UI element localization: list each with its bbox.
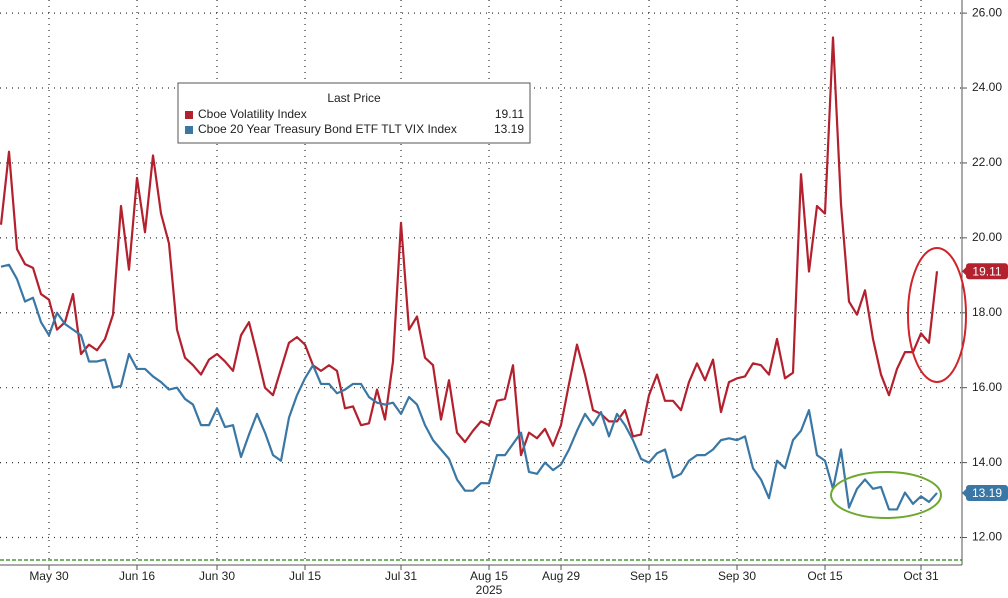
- x-tick-label: Aug 15: [470, 569, 508, 583]
- x-tick-label: Jul 31: [385, 569, 417, 583]
- last-price-label: 19.11: [972, 264, 1001, 278]
- legend-label: Cboe Volatility Index: [198, 107, 307, 121]
- last-price-tag: [966, 263, 1008, 280]
- legend-value: 13.19: [494, 122, 524, 136]
- x-tick-label: May 30: [29, 569, 69, 583]
- series-line: [0, 36, 939, 457]
- x-axis-label: 2025: [476, 583, 503, 597]
- legend-swatch: [185, 111, 193, 119]
- annotation-circle: [907, 247, 967, 383]
- last-price-tag: [966, 484, 1008, 501]
- x-tick-label: Oct 31: [903, 569, 939, 583]
- y-tick-label: 14.00: [972, 455, 1002, 469]
- x-tick-label: Aug 29: [542, 569, 580, 583]
- annotation-circle: [830, 471, 942, 519]
- legend-label: Cboe 20 Year Treasury Bond ETF TLT VIX I…: [198, 122, 457, 136]
- x-tick-label: Jun 16: [119, 569, 155, 583]
- last-price-label: 13.19: [972, 486, 1002, 500]
- y-tick-label: 20.00: [972, 230, 1002, 244]
- y-tick-label: 18.00: [972, 305, 1002, 319]
- y-tick-label: 26.00: [972, 5, 1002, 19]
- y-tick-label: 12.00: [972, 530, 1002, 544]
- x-tick-label: Oct 15: [807, 569, 843, 583]
- last-price-pointer: [962, 266, 967, 277]
- legend: Last Price Cboe Volatility Index 19.11 C…: [177, 82, 531, 144]
- legend-title: Last Price: [327, 91, 381, 105]
- last-price-pointer: [962, 487, 967, 498]
- series-line: [0, 263, 938, 511]
- line-layer: [0, 36, 939, 511]
- x-tick-label: Jul 15: [289, 569, 321, 583]
- x-tick-label: Jun 30: [199, 569, 235, 583]
- legend-box: [177, 82, 531, 144]
- y-tick-label: 22.00: [972, 155, 1002, 169]
- legend-swatch: [185, 126, 193, 134]
- y-tick-label: 24.00: [972, 80, 1002, 94]
- legend-value: 19.11: [495, 107, 524, 121]
- x-tick-label: Sep 15: [630, 569, 668, 583]
- x-tick-label: Sep 30: [718, 569, 756, 583]
- y-tick-label: 16.00: [972, 380, 1002, 394]
